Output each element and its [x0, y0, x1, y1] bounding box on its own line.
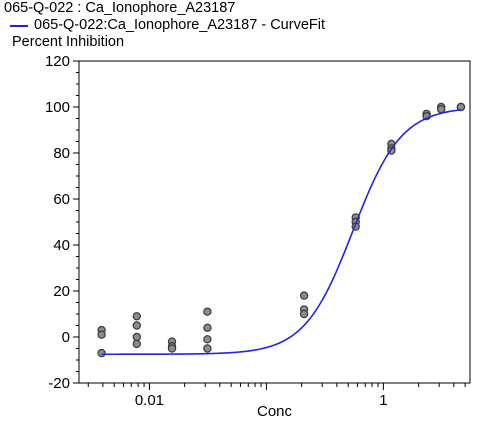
y-tick-label: -20	[48, 375, 70, 392]
data-point	[132, 312, 142, 321]
curve-legend-swatch	[10, 24, 28, 27]
x-tick-label: 1	[379, 392, 387, 409]
plot-frame	[78, 60, 471, 384]
data-point	[132, 321, 142, 330]
data-point	[132, 339, 142, 349]
chart-title: 065-Q-022 : Ca_Ionophore_A23187	[4, 0, 236, 16]
y-tick-label: 80	[53, 145, 70, 162]
plot-area	[97, 102, 466, 358]
x-tick-label: 0.01	[135, 392, 164, 409]
y-tick-label: 60	[53, 191, 70, 208]
data-point	[299, 309, 309, 319]
y-axis: -20 0 20 40 60 80 100 120	[45, 53, 79, 392]
curve-legend-entry: 065-Q-022:Ca_Ionophore_A23187 - CurveFit	[4, 17, 325, 34]
x-axis-label: Conc	[257, 403, 293, 420]
y-tick-label: 100	[45, 99, 70, 116]
data-point	[436, 105, 446, 114]
legend: 065-Q-022 : Ca_Ionophore_A23187 065-Q-02…	[4, 0, 325, 51]
data-point	[203, 307, 212, 316]
data-point	[203, 335, 212, 344]
data-point	[167, 344, 177, 353]
y-tick-label: 120	[45, 53, 70, 70]
data-point	[97, 330, 106, 339]
curve-legend-label: 065-Q-022:Ca_Ionophore_A23187 - CurveFit	[34, 17, 325, 33]
y-tick-label: 0	[62, 329, 70, 346]
y-tick-label: 40	[53, 237, 70, 254]
data-point	[203, 323, 212, 332]
data-point	[132, 332, 142, 342]
data-point	[203, 344, 212, 353]
curve-fit-line	[101, 109, 462, 356]
data-point	[299, 291, 309, 300]
data-point	[97, 348, 106, 358]
y-tick-label: 20	[53, 283, 70, 300]
y-axis-label: Percent Inhibition	[12, 34, 125, 50]
x-axis: 0.01 1	[87, 383, 466, 409]
